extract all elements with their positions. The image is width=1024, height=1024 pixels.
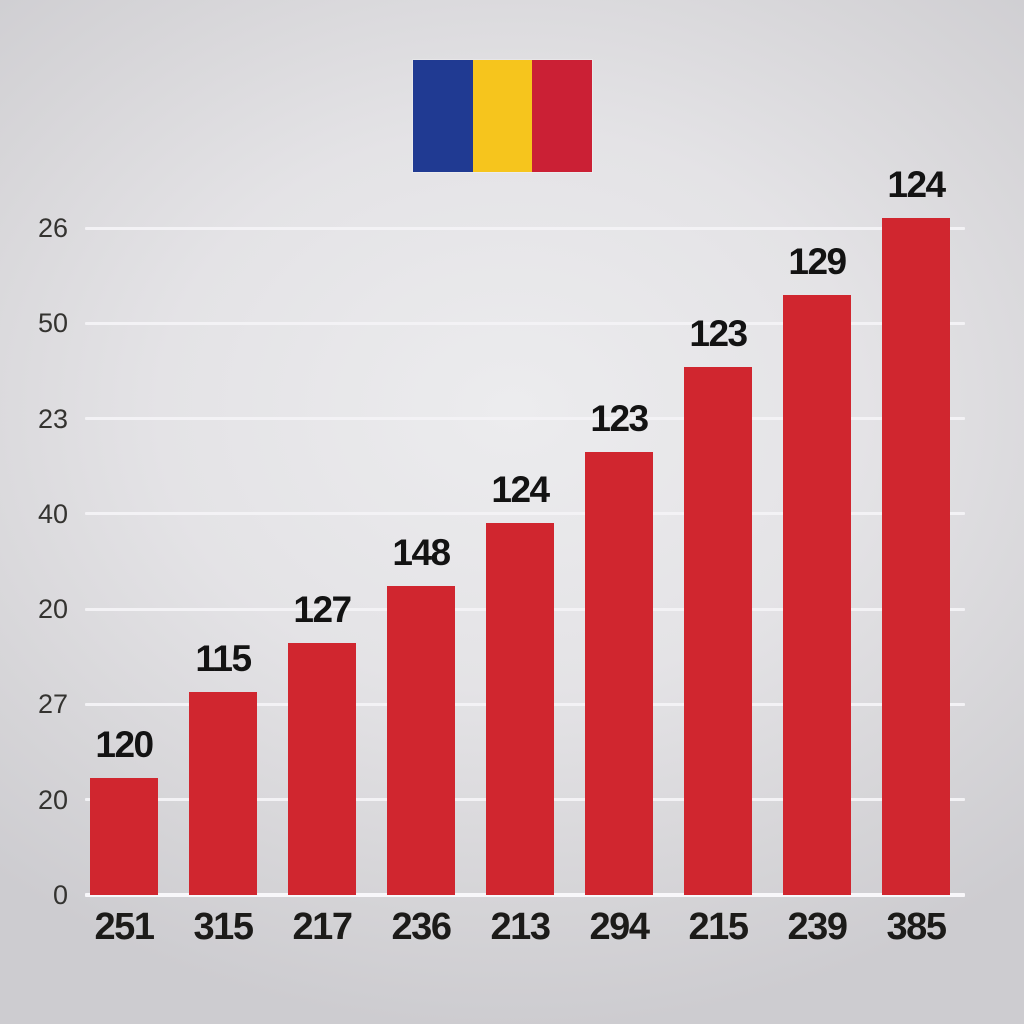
bar-value-label: 123 [590, 398, 649, 439]
gridline [85, 417, 965, 421]
bar [288, 643, 356, 895]
x-axis-label: 213 [490, 906, 551, 948]
bar-value-label: 123 [689, 313, 748, 354]
bar [387, 586, 455, 895]
flag-yellow-stripe [472, 60, 533, 172]
y-axis-tick-label: 40 [37, 498, 68, 529]
gridline [85, 512, 965, 516]
x-axis-baseline [85, 893, 965, 897]
bar [90, 778, 158, 895]
bar [486, 523, 554, 895]
y-axis-tick-label: 20 [37, 594, 68, 625]
gridline [85, 226, 965, 230]
bar [585, 452, 653, 895]
flag-red-stripe [532, 60, 593, 172]
flag-blue-stripe [413, 60, 473, 172]
x-axis-label: 294 [589, 906, 650, 948]
x-axis-label: 251 [94, 906, 155, 948]
bar-value-label: 124 [491, 469, 550, 510]
romania-flag [413, 60, 593, 172]
x-axis-label: 215 [688, 906, 749, 948]
bar [783, 295, 851, 895]
y-axis-tick-label: 0 [52, 880, 68, 910]
y-axis-tick-label: 50 [37, 308, 68, 339]
y-axis-tick-label: 27 [37, 689, 68, 720]
bar [189, 692, 257, 895]
bar [882, 218, 950, 895]
bar-value-label: 129 [788, 241, 847, 282]
y-axis-tick-label: 26 [37, 213, 68, 243]
bar-value-label: 124 [887, 164, 946, 205]
x-axis-label: 217 [292, 906, 353, 948]
x-axis-label: 315 [193, 906, 254, 948]
bar [684, 367, 752, 895]
x-axis-label: 385 [886, 906, 947, 948]
x-axis-label: 239 [787, 906, 848, 948]
y-axis-tick-label: 23 [37, 403, 68, 434]
bar-value-label: 127 [293, 589, 352, 630]
gridline [85, 321, 965, 325]
bar-value-label: 115 [195, 638, 252, 679]
bar-value-label: 120 [95, 724, 154, 765]
y-axis-tick-label: 20 [37, 784, 68, 815]
x-axis-label: 236 [391, 906, 452, 948]
bar-value-label: 148 [392, 532, 451, 573]
